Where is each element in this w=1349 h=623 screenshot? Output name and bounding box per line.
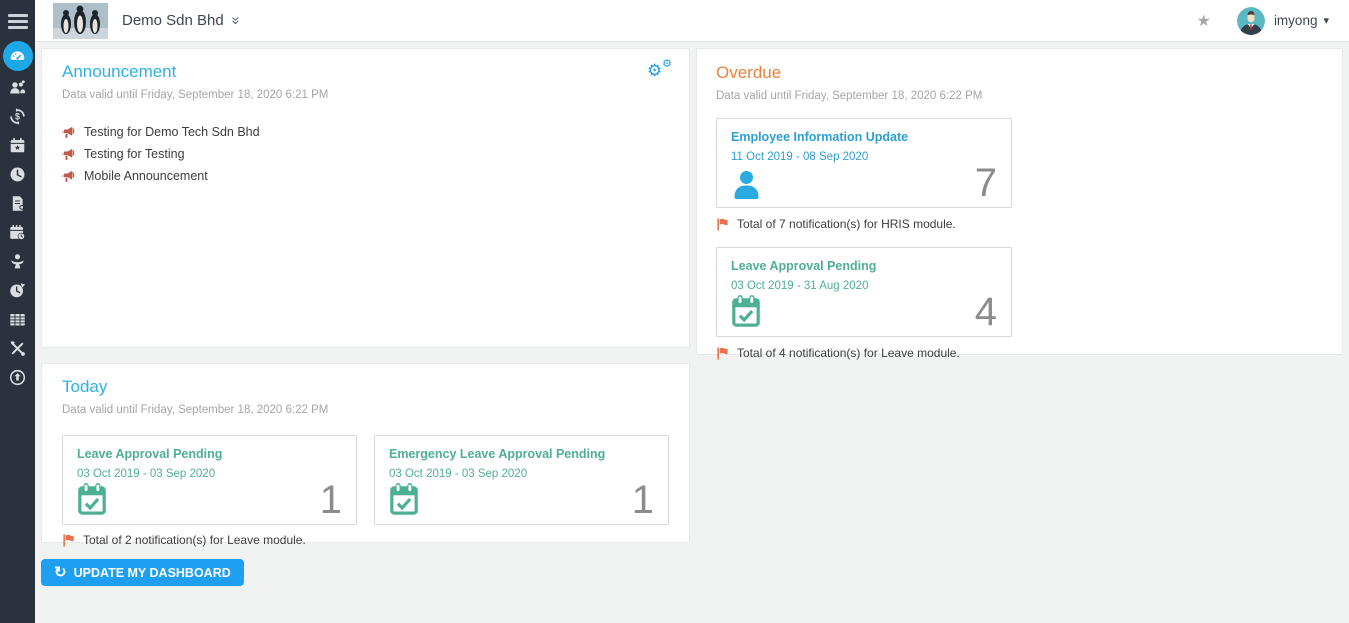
sidebar-item-employees[interactable] bbox=[0, 73, 35, 102]
main-content: Announcement ⚙ ⚙ Data valid until Friday… bbox=[35, 42, 1349, 623]
announcement-item[interactable]: Testing for Demo Tech Sdn Bhd bbox=[62, 121, 669, 143]
today-notifications-row: Leave Approval Pending 03 Oct 2019 - 03 … bbox=[62, 435, 669, 525]
notification-count: 7 bbox=[974, 161, 997, 205]
notification-title: Leave Approval Pending bbox=[77, 447, 223, 461]
bullhorn-icon bbox=[62, 170, 75, 182]
document-icon bbox=[12, 196, 25, 211]
announcement-list: Testing for Demo Tech Sdn Bhd Testing fo… bbox=[62, 121, 669, 187]
announcement-item[interactable]: Testing for Testing bbox=[62, 143, 669, 165]
flag-icon bbox=[717, 346, 728, 360]
payroll-icon: $ bbox=[10, 108, 25, 125]
announcement-card: Announcement ⚙ ⚙ Data valid until Friday… bbox=[41, 48, 690, 348]
notification-count: 1 bbox=[631, 478, 654, 522]
notification-date-range: 03 Oct 2019 - 03 Sep 2020 bbox=[389, 468, 528, 480]
update-dashboard-label: UPDATE MY DASHBOARD bbox=[73, 565, 231, 580]
announcement-valid-until: Data valid until Friday, September 18, 2… bbox=[62, 89, 329, 101]
hamburger-bar bbox=[7, 14, 28, 17]
sidebar-item-schedule[interactable] bbox=[0, 218, 35, 247]
arrow-up-circle-icon bbox=[9, 369, 26, 386]
tools-icon bbox=[10, 341, 25, 356]
notification-card-leave-approval-pending[interactable]: Leave Approval Pending 03 Oct 2019 - 31 … bbox=[716, 247, 1012, 337]
hamburger-bar bbox=[7, 26, 28, 29]
bullhorn-icon bbox=[62, 148, 75, 160]
overdue-note-leave: Total of 4 notification(s) for Leave mod… bbox=[716, 346, 1323, 360]
announcement-item-text: Mobile Announcement bbox=[84, 169, 208, 183]
username[interactable]: imyong bbox=[1273, 13, 1318, 28]
notification-count: 1 bbox=[319, 478, 342, 522]
calendar-check-icon bbox=[78, 483, 106, 515]
today-note-text: Total of 2 notification(s) for Leave mod… bbox=[83, 533, 306, 547]
clock-icon bbox=[10, 167, 25, 182]
notification-title: Leave Approval Pending bbox=[731, 259, 877, 273]
notification-card-leave-approval[interactable]: Leave Approval Pending 03 Oct 2019 - 03 … bbox=[62, 435, 357, 525]
sidebar-item-upload[interactable] bbox=[0, 363, 35, 392]
today-valid-until: Data valid until Friday, September 18, 2… bbox=[62, 404, 329, 416]
notification-date-range: 11 Oct 2019 - 08 Sep 2020 bbox=[731, 151, 869, 163]
notification-date-range: 03 Oct 2019 - 31 Aug 2020 bbox=[731, 280, 869, 292]
sidebar-item-overtime[interactable] bbox=[0, 276, 35, 305]
notification-count: 4 bbox=[974, 290, 997, 334]
sidebar-item-payroll[interactable]: $ bbox=[0, 102, 35, 131]
topbar: Demo Sdn Bhd » ★ imyong ▾ bbox=[35, 0, 1349, 42]
favorites-star-icon[interactable]: ★ bbox=[1196, 12, 1211, 30]
notification-card-emergency-leave-approval[interactable]: Emergency Leave Approval Pending 03 Oct … bbox=[374, 435, 669, 525]
right-column: Overdue Data valid until Friday, Septemb… bbox=[696, 48, 1343, 617]
time-icon bbox=[10, 283, 26, 298]
cog-icon: ⚙ bbox=[647, 61, 663, 80]
caret-down-icon[interactable]: ▾ bbox=[1323, 15, 1329, 27]
announcement-item[interactable]: Mobile Announcement bbox=[62, 165, 669, 187]
user-icon bbox=[734, 171, 759, 199]
overdue-note-hris: Total of 7 notification(s) for HRIS modu… bbox=[716, 217, 1323, 231]
refresh-icon: ↻ bbox=[54, 564, 67, 581]
sidebar-item-reports[interactable] bbox=[0, 305, 35, 334]
overdue-valid-until: Data valid until Friday, September 18, 2… bbox=[716, 90, 983, 102]
sidebar: $ bbox=[0, 0, 35, 623]
announcement-title: Announcement bbox=[62, 62, 177, 81]
calendar-check-icon bbox=[732, 295, 760, 327]
dashboard-icon bbox=[10, 50, 25, 60]
today-title: Today bbox=[62, 377, 108, 396]
sidebar-item-attendance[interactable] bbox=[0, 160, 35, 189]
announcement-item-text: Testing for Demo Tech Sdn Bhd bbox=[84, 125, 260, 139]
calendar-check-icon bbox=[390, 483, 418, 515]
sidebar-item-claims[interactable] bbox=[0, 189, 35, 218]
sidebar-nav: $ bbox=[0, 39, 35, 392]
overdue-note-text: Total of 7 notification(s) for HRIS modu… bbox=[737, 217, 956, 231]
calendar-icon bbox=[10, 137, 25, 153]
today-note: Total of 2 notification(s) for Leave mod… bbox=[62, 533, 669, 547]
sidebar-item-appraisal[interactable] bbox=[0, 247, 35, 276]
people-icon bbox=[10, 80, 26, 94]
left-column: Announcement ⚙ ⚙ Data valid until Friday… bbox=[41, 48, 690, 617]
notification-card-employee-info-update[interactable]: Employee Information Update 11 Oct 2019 … bbox=[716, 118, 1012, 208]
person-icon bbox=[11, 254, 24, 269]
sidebar-item-dashboard[interactable] bbox=[0, 39, 35, 73]
company-selector[interactable]: Demo Sdn Bhd bbox=[122, 12, 224, 29]
hamburger-menu-icon[interactable] bbox=[7, 14, 28, 29]
user-avatar[interactable] bbox=[1236, 6, 1265, 35]
chevron-double-down-icon[interactable]: » bbox=[227, 16, 245, 25]
cog-icon: ⚙ bbox=[662, 58, 672, 70]
sidebar-item-settings[interactable] bbox=[0, 334, 35, 363]
today-card: Today Data valid until Friday, September… bbox=[41, 363, 690, 547]
overdue-title: Overdue bbox=[716, 63, 782, 82]
sidebar-item-leave[interactable] bbox=[0, 131, 35, 160]
overdue-note-text: Total of 4 notification(s) for Leave mod… bbox=[737, 346, 960, 360]
announcement-item-text: Testing for Testing bbox=[84, 147, 185, 161]
bullhorn-icon bbox=[62, 126, 75, 138]
svg-text:$: $ bbox=[15, 112, 20, 122]
table-icon bbox=[10, 313, 25, 326]
active-indicator bbox=[2, 41, 33, 71]
notification-title: Employee Information Update bbox=[731, 130, 909, 144]
flag-icon bbox=[63, 533, 74, 547]
notification-title: Emergency Leave Approval Pending bbox=[389, 447, 606, 461]
notification-date-range: 03 Oct 2019 - 03 Sep 2020 bbox=[77, 468, 216, 480]
hamburger-bar bbox=[7, 20, 28, 23]
update-dashboard-button[interactable]: ↻ UPDATE MY DASHBOARD bbox=[41, 559, 244, 586]
settings-cogs-icon[interactable]: ⚙ ⚙ bbox=[647, 58, 673, 81]
flag-icon bbox=[717, 217, 728, 231]
calendar-clock-icon bbox=[10, 224, 25, 240]
company-logo[interactable] bbox=[53, 2, 108, 39]
overdue-card: Overdue Data valid until Friday, Septemb… bbox=[696, 48, 1343, 360]
